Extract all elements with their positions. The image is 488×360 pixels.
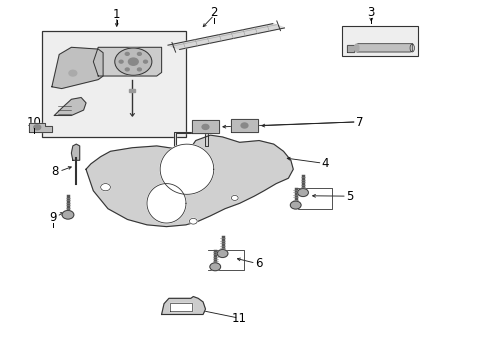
Text: 6: 6	[255, 257, 263, 270]
FancyBboxPatch shape	[42, 31, 185, 137]
Polygon shape	[29, 123, 52, 132]
Text: 2: 2	[210, 6, 218, 19]
Circle shape	[137, 53, 141, 55]
Text: 1: 1	[113, 8, 120, 21]
Circle shape	[297, 189, 308, 197]
Circle shape	[137, 68, 141, 71]
Polygon shape	[169, 303, 192, 311]
Circle shape	[69, 70, 77, 76]
Circle shape	[125, 68, 129, 71]
Polygon shape	[161, 297, 205, 315]
Polygon shape	[230, 119, 258, 132]
Circle shape	[62, 211, 74, 219]
Ellipse shape	[354, 44, 358, 52]
Circle shape	[209, 263, 220, 271]
Text: 5: 5	[345, 190, 352, 203]
Polygon shape	[52, 47, 103, 89]
Polygon shape	[93, 47, 161, 76]
Circle shape	[143, 60, 147, 63]
Circle shape	[231, 195, 238, 201]
Text: 8: 8	[52, 165, 59, 178]
Circle shape	[290, 201, 301, 209]
Circle shape	[128, 58, 138, 65]
Circle shape	[115, 48, 152, 75]
Circle shape	[241, 123, 247, 128]
Polygon shape	[54, 98, 86, 116]
Circle shape	[202, 125, 208, 130]
Circle shape	[101, 184, 110, 191]
Polygon shape	[160, 144, 213, 194]
Text: 7: 7	[356, 116, 363, 129]
Circle shape	[125, 53, 129, 55]
Polygon shape	[86, 135, 293, 226]
Polygon shape	[346, 45, 353, 51]
Polygon shape	[147, 184, 185, 223]
Circle shape	[189, 219, 197, 224]
Polygon shape	[173, 132, 207, 146]
Text: 3: 3	[367, 6, 374, 19]
Polygon shape	[354, 44, 412, 52]
Text: 9: 9	[49, 211, 57, 224]
Bar	[129, 89, 135, 92]
Text: 11: 11	[232, 312, 246, 325]
Circle shape	[217, 249, 227, 257]
Polygon shape	[71, 144, 80, 160]
Text: 4: 4	[321, 157, 328, 170]
FancyBboxPatch shape	[341, 26, 417, 56]
Text: 10: 10	[26, 116, 41, 129]
Circle shape	[34, 125, 41, 130]
Circle shape	[119, 60, 123, 63]
Polygon shape	[191, 121, 219, 134]
Polygon shape	[167, 24, 284, 49]
